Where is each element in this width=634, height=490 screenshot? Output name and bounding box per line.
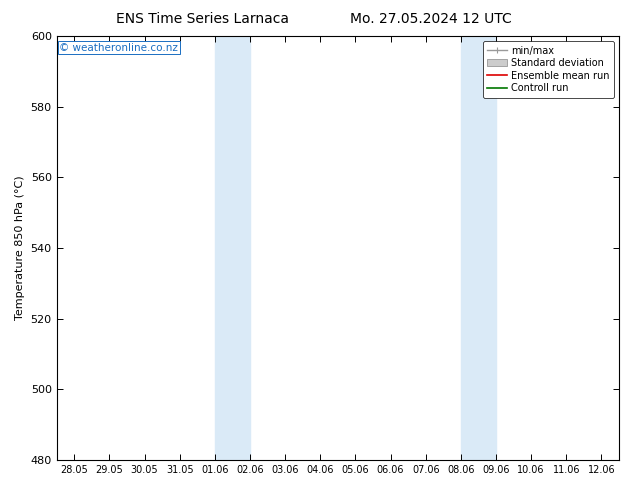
Bar — [461, 36, 496, 460]
Text: ENS Time Series Larnaca: ENS Time Series Larnaca — [117, 12, 289, 26]
Y-axis label: Temperature 850 hPa (°C): Temperature 850 hPa (°C) — [15, 176, 25, 320]
Bar — [215, 36, 250, 460]
Legend: min/max, Standard deviation, Ensemble mean run, Controll run: min/max, Standard deviation, Ensemble me… — [482, 41, 614, 98]
Text: © weatheronline.co.nz: © weatheronline.co.nz — [60, 43, 178, 52]
Text: Mo. 27.05.2024 12 UTC: Mo. 27.05.2024 12 UTC — [350, 12, 512, 26]
